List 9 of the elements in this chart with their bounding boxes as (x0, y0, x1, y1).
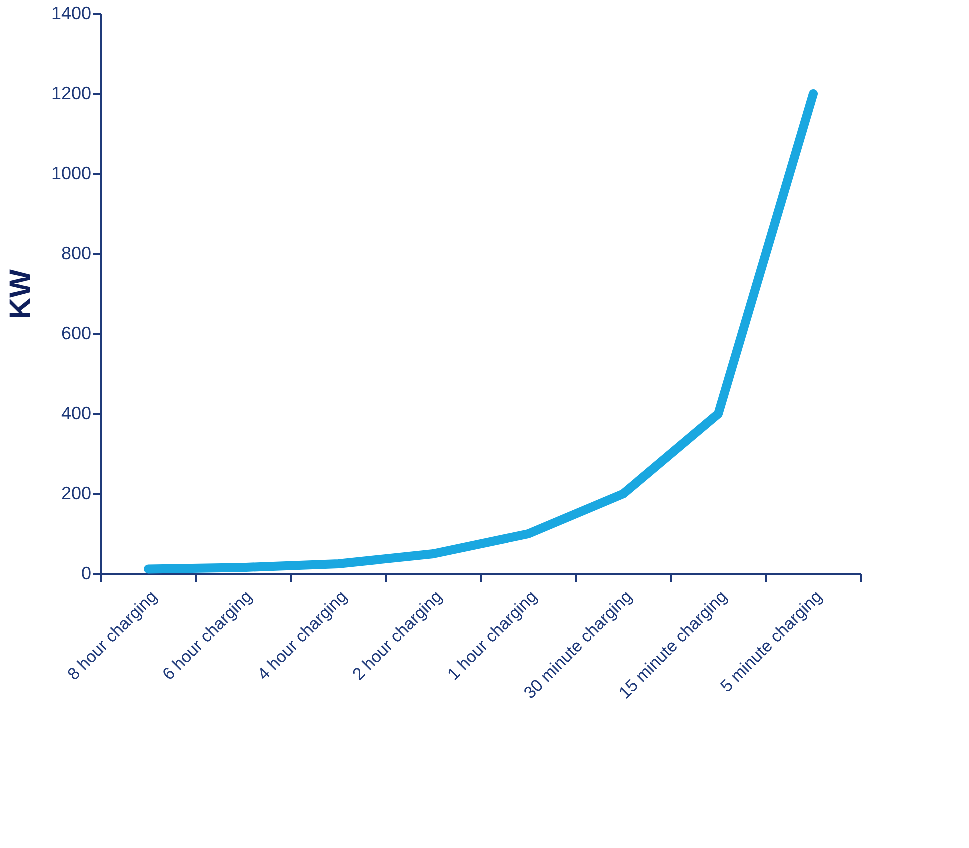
y-tick-label: 200 (61, 484, 92, 504)
y-tick-label: 1000 (51, 164, 92, 184)
y-tick-label: 1200 (51, 84, 92, 104)
y-tick-label: 800 (61, 244, 92, 264)
y-tick-label: 600 (61, 324, 92, 344)
y-tick-label: 400 (61, 404, 92, 424)
y-tick-label: 1400 (51, 4, 92, 24)
y-tick-label: 0 (81, 564, 92, 584)
y-axis-title: KW (4, 268, 38, 320)
